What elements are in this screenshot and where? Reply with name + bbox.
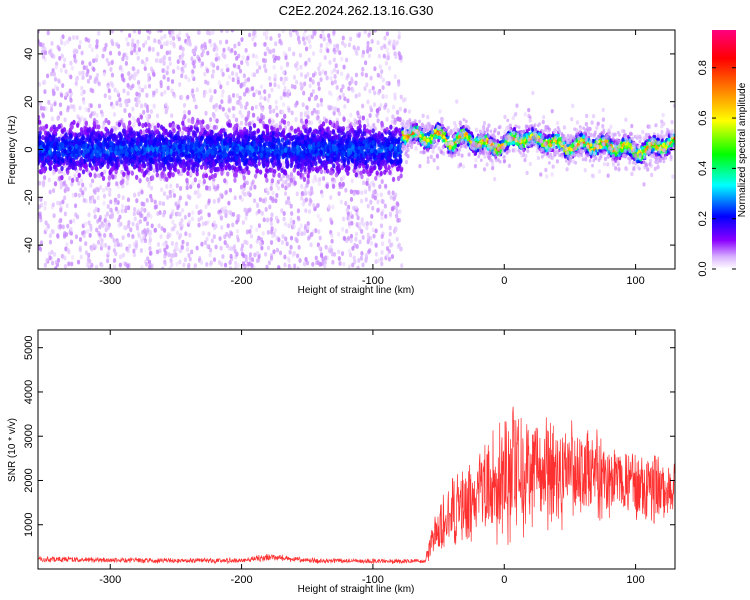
x-tick-label: -300 [99, 574, 121, 586]
spectrogram-heatmap [38, 30, 675, 269]
y-tick-label: 2000 [23, 468, 35, 492]
x-tick-label: 0 [501, 574, 507, 586]
y-tick-label: -40 [23, 237, 35, 253]
x-tick-label: 0 [501, 275, 507, 287]
y-tick-label: 5000 [23, 335, 35, 359]
colorbar-ticks: 0.0 0.2 0.4 0.6 0.8 [697, 60, 736, 277]
colorbar-gradient [712, 30, 736, 269]
spectrogram-ylabel: Frequency (Hz) [7, 116, 18, 185]
colorbar: 0.0 0.2 0.4 0.6 0.8 Normalized spectral ampl… [697, 30, 748, 277]
y-tick-label: -20 [23, 189, 35, 205]
y-tick-label: 1000 [23, 512, 35, 536]
snr-panel: -300 -200 -100 0 100 1000 2000 3000 4000 5000 Hei… [7, 329, 676, 595]
snr-series-line [38, 406, 675, 565]
x-tick-label: -100 [362, 574, 384, 586]
colorbar-tick-label: 0.2 [697, 211, 709, 226]
colorbar-tick-label: 0.4 [697, 161, 709, 176]
colorbar-label: Normalized spectral amplitude [737, 82, 748, 217]
snr-frame [37, 329, 676, 570]
x-tick-label: -200 [231, 574, 253, 586]
colorbar-tick-label: 0.6 [697, 110, 709, 125]
y-tick-label: 0 [23, 146, 35, 152]
snr-ticks: -300 -200 -100 0 100 1000 2000 3000 4000 5000 [23, 330, 675, 586]
snr-xlabel: Height of straight line (km) [298, 584, 415, 595]
x-tick-label: 100 [626, 275, 644, 287]
figure-title: C2E2.2024.262.13.16.G30 [279, 3, 434, 18]
y-tick-label: 4000 [23, 380, 35, 404]
snr-ylabel: SNR (10 * v/v) [7, 418, 18, 482]
y-tick-label: 3000 [23, 424, 35, 448]
x-tick-label: -100 [362, 275, 384, 287]
spectrogram-xlabel: Height of straight line (km) [298, 285, 415, 296]
y-tick-label: 40 [23, 48, 35, 60]
colorbar-tick-label: 0.0 [697, 261, 709, 276]
x-tick-label: -300 [99, 275, 121, 287]
x-tick-label: 100 [626, 574, 644, 586]
x-tick-label: -200 [231, 275, 253, 287]
colorbar-tick-label: 0.8 [697, 60, 709, 75]
y-tick-label: 20 [23, 96, 35, 108]
